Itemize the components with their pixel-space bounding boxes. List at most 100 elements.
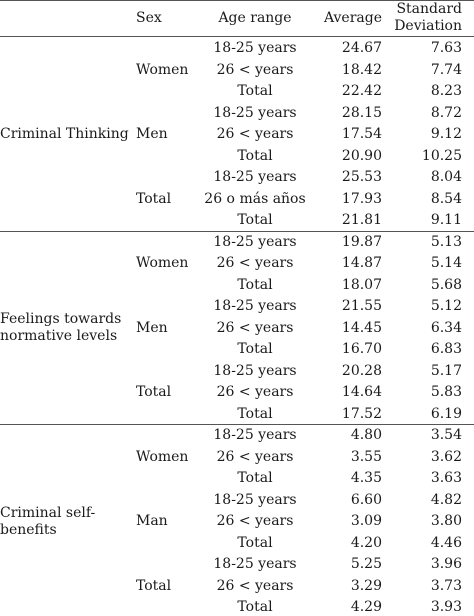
sex-label: Men xyxy=(136,319,168,336)
average-cell: 24.67 xyxy=(341,40,382,56)
age-range-cell: Total xyxy=(237,405,273,422)
age-range-cell: 18-25 years xyxy=(213,233,297,250)
age-range-cell: Total xyxy=(237,470,273,486)
variable-label: Feelings towards xyxy=(0,311,122,328)
average-cell: 16.70 xyxy=(341,341,382,357)
average-cell: 17.93 xyxy=(341,190,382,207)
average-cell: 17.52 xyxy=(341,405,382,422)
section-rule xyxy=(0,424,474,425)
sd-cell: 8.72 xyxy=(430,104,462,121)
average-cell: 21.81 xyxy=(341,212,382,228)
age-range-cell: 18-25 years xyxy=(213,298,297,314)
variable-label: benefits xyxy=(0,521,57,538)
age-range-cell: 18-25 years xyxy=(213,556,297,572)
age-range-cell: 26 < years xyxy=(216,577,294,594)
average-cell: 3.55 xyxy=(350,448,382,465)
sd-cell: 5.14 xyxy=(430,255,462,271)
sd-cell: 5.68 xyxy=(430,276,462,293)
age-range-cell: 18-25 years xyxy=(213,427,297,443)
header-age-range: Age range xyxy=(218,10,292,26)
average-cell: 3.29 xyxy=(350,577,382,594)
age-range-cell: 18-25 years xyxy=(213,362,297,379)
header-average: Average xyxy=(323,10,382,26)
sd-cell: 3.73 xyxy=(430,577,462,594)
sd-cell: 3.93 xyxy=(430,599,462,615)
average-cell: 14.64 xyxy=(341,384,382,400)
average-cell: 4.20 xyxy=(350,534,382,551)
age-range-cell: Total xyxy=(237,83,273,99)
age-range-cell: 18-25 years xyxy=(213,491,297,508)
age-range-cell: 26 < years xyxy=(216,513,294,529)
sd-cell: 4.82 xyxy=(430,491,462,508)
sd-cell: 5.83 xyxy=(430,384,462,400)
age-range-cell: 26 o más años xyxy=(204,190,306,207)
sd-cell: 8.04 xyxy=(430,169,462,185)
average-cell: 21.55 xyxy=(341,298,382,314)
sd-cell: 8.54 xyxy=(430,190,462,207)
age-range-cell: 18-25 years xyxy=(213,40,297,56)
age-range-cell: 26 < years xyxy=(216,126,294,142)
section-rule xyxy=(0,230,474,232)
age-range-cell: Total xyxy=(237,276,273,293)
sd-cell: 6.83 xyxy=(430,341,462,357)
sd-cell: 8.23 xyxy=(430,83,462,99)
sex-label: Total xyxy=(136,190,172,207)
age-range-cell: 26 < years xyxy=(216,384,294,400)
age-range-cell: 26 < years xyxy=(216,255,294,271)
average-cell: 5.25 xyxy=(350,556,382,572)
age-range-cell: 26 < years xyxy=(216,61,294,78)
sd-cell: 10.25 xyxy=(421,147,462,164)
variable-label: Criminal Thinking xyxy=(0,126,129,143)
average-cell: 4.29 xyxy=(350,599,382,615)
age-range-cell: Total xyxy=(237,147,273,164)
average-cell: 3.09 xyxy=(350,513,382,529)
average-cell: 18.42 xyxy=(341,61,382,78)
sd-cell: 5.17 xyxy=(430,362,462,379)
header-sd-line2: Deviation xyxy=(394,18,462,34)
sex-label: Men xyxy=(136,126,168,142)
sd-cell: 3.96 xyxy=(430,556,462,572)
average-cell: 20.90 xyxy=(341,147,382,164)
sd-cell: 7.74 xyxy=(430,61,462,78)
average-cell: 4.80 xyxy=(350,427,382,443)
age-range-cell: 26 < years xyxy=(216,319,294,336)
age-range-cell: 26 < years xyxy=(216,448,294,465)
sd-cell: 3.63 xyxy=(430,470,462,486)
header-sex: Sex xyxy=(136,10,162,26)
top-rule xyxy=(0,0,474,1)
average-cell: 19.87 xyxy=(341,233,382,250)
header-rule xyxy=(0,36,474,37)
average-cell: 18.07 xyxy=(341,276,382,293)
age-range-cell: 18-25 years xyxy=(213,169,297,185)
sd-cell: 3.80 xyxy=(430,513,462,529)
sex-label: Women xyxy=(136,61,189,78)
sd-cell: 5.13 xyxy=(430,233,462,250)
sex-label: Man xyxy=(136,513,168,529)
average-cell: 4.35 xyxy=(350,470,382,486)
sd-cell: 6.34 xyxy=(430,319,462,336)
sex-label: Total xyxy=(136,384,172,400)
sd-cell: 7.63 xyxy=(430,40,462,56)
sex-label: Women xyxy=(136,448,189,465)
age-range-cell: Total xyxy=(237,341,273,357)
age-range-cell: Total xyxy=(237,534,273,551)
average-cell: 22.42 xyxy=(341,83,382,99)
average-cell: 14.45 xyxy=(341,319,382,336)
average-cell: 17.54 xyxy=(341,126,382,142)
sex-label: Women xyxy=(136,255,189,271)
sd-cell: 9.11 xyxy=(430,212,462,228)
sd-cell: 3.62 xyxy=(430,448,462,465)
average-cell: 14.87 xyxy=(341,255,382,271)
sd-cell: 6.19 xyxy=(430,405,462,422)
average-cell: 20.28 xyxy=(341,362,382,379)
variable-label: Criminal self- xyxy=(0,504,96,521)
sex-label: Total xyxy=(136,577,172,594)
average-cell: 6.60 xyxy=(350,491,382,508)
sd-cell: 5.12 xyxy=(430,298,462,314)
variable-label: normative levels xyxy=(0,328,118,345)
age-range-cell: 18-25 years xyxy=(213,104,297,121)
sd-cell: 4.46 xyxy=(430,534,462,551)
average-cell: 28.15 xyxy=(341,104,382,121)
average-cell: 25.53 xyxy=(341,169,382,185)
age-range-cell: Total xyxy=(237,212,273,228)
